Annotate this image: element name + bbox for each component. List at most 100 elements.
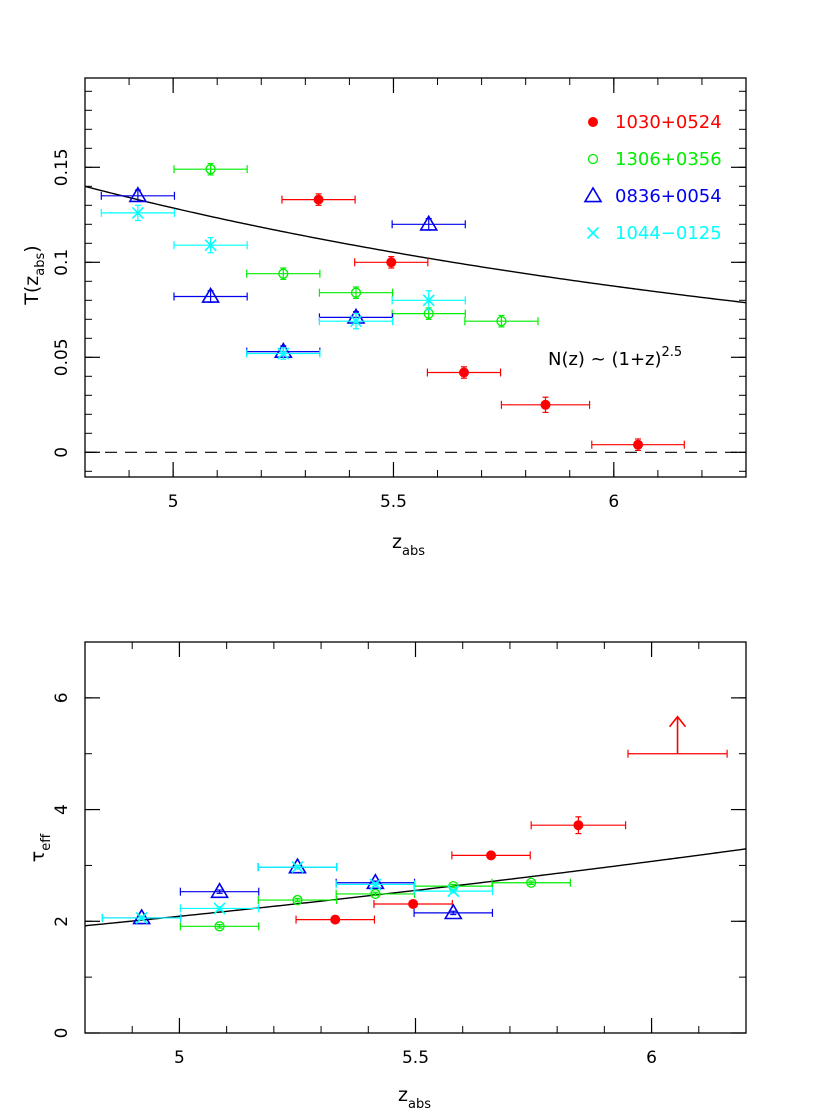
- marker-open-triangle: [419, 214, 439, 231]
- y-tick-label: 0.05: [52, 338, 72, 376]
- data-point: [354, 256, 429, 269]
- x-tick-label: 5: [174, 1048, 185, 1068]
- data-point: [391, 214, 466, 231]
- y-axis-label-sub: eff: [39, 833, 54, 851]
- data-point: [179, 921, 260, 932]
- series-1306-0356: [173, 162, 539, 328]
- marker-cross-stroke: [204, 239, 217, 252]
- plot-frame: [84, 641, 747, 1034]
- model-curve-label-main: N(z) ~ (1+z): [548, 349, 662, 370]
- y-tick-label: 0.15: [52, 148, 72, 186]
- marker-open-circle: [496, 316, 507, 327]
- data-point: [173, 237, 248, 254]
- data-point: [246, 347, 321, 360]
- marker-cross-stroke: [369, 878, 382, 891]
- legend-label: 1044−0125: [615, 223, 722, 244]
- x-axis-label-sub: abs: [402, 544, 425, 559]
- series-1030-0524: [295, 816, 627, 925]
- x-axis-label-main: z: [398, 1084, 408, 1106]
- marker-cross-stroke: [422, 294, 435, 307]
- marker-cross-stroke: [447, 885, 460, 898]
- y-axis-label: τeff: [27, 833, 54, 862]
- data-point: [530, 816, 627, 835]
- y-axis-label-tail: ): [21, 245, 43, 252]
- marker-cross-stroke: [291, 861, 304, 874]
- marker-cross: [369, 878, 382, 891]
- data-point: [335, 888, 416, 900]
- data-point: [413, 903, 494, 920]
- data-point: [295, 914, 376, 925]
- y-tick-label: 4: [52, 804, 72, 815]
- marker-open-triangle: [288, 857, 307, 874]
- lower-limit-arrow-head: [668, 715, 687, 728]
- marker-open-triangle: [128, 186, 148, 203]
- marker-cross: [422, 294, 435, 307]
- legend-marker-cross: [586, 226, 600, 240]
- legend-label: 0836+0054: [615, 186, 722, 207]
- legend-marker-open-circle: [587, 153, 599, 165]
- marker-open-circle: [278, 268, 289, 279]
- marker-cross-stroke: [131, 206, 144, 219]
- data-point: [413, 885, 494, 898]
- data-point: [464, 314, 539, 328]
- legend-item-0836-0054: 0836+0054: [583, 186, 722, 207]
- marker-cross: [291, 861, 304, 874]
- x-tick-label: 6: [646, 1048, 657, 1068]
- data-point: [373, 898, 453, 909]
- marker-cross-stroke: [135, 911, 148, 924]
- marker-open-triangle: [210, 882, 229, 899]
- data-point: [500, 396, 591, 413]
- x-tick-label: 5.5: [380, 492, 407, 512]
- data-point: [335, 878, 416, 891]
- marker-filled-circle: [486, 850, 497, 861]
- legend-label: 1030+0524: [615, 112, 722, 133]
- series-1044-0125: [100, 204, 466, 360]
- data-point: [173, 162, 248, 176]
- marker-filled-circle: [458, 367, 469, 378]
- y-tick-label: 0.1: [52, 249, 72, 276]
- data-point: [391, 290, 466, 311]
- marker-filled-circle: [540, 399, 551, 410]
- marker-open-circle: [214, 921, 225, 932]
- y-axis-label: T(zabs): [21, 245, 48, 305]
- series-1044-0125: [101, 861, 494, 924]
- legend: 1030+0524 1306+0356 0836+0054 1044−0125: [583, 112, 722, 244]
- y-tick-label: 2: [52, 916, 72, 927]
- marker-cross: [447, 885, 460, 898]
- data-point: [101, 911, 182, 924]
- model-curve: [85, 848, 746, 927]
- marker-open-triangle: [132, 908, 152, 925]
- data-point: [246, 267, 321, 280]
- legend-item-1044-0125: 1044−0125: [586, 223, 722, 244]
- plot-frame: [84, 77, 747, 478]
- marker-cross-stroke: [213, 902, 226, 915]
- marker-open-circle: [205, 164, 216, 175]
- data-point: [281, 193, 356, 206]
- x-tick-label: 5.5: [402, 1048, 429, 1068]
- y-tick-label: 0: [52, 1028, 72, 1039]
- marker-open-circle: [526, 877, 537, 888]
- legend-marker-open-triangle: [583, 186, 603, 203]
- data-point: [318, 286, 394, 299]
- legend-marker-filled-circle: [588, 117, 598, 127]
- marker-filled-circle: [386, 257, 397, 268]
- legend-marker-cross-stroke: [586, 226, 600, 240]
- model-curve-label: N(z) ~ (1+z)2.5: [548, 345, 682, 370]
- y-axis-label-main: τ: [27, 851, 49, 862]
- data-point: [100, 186, 176, 203]
- y-axis-label-sub: abs: [33, 252, 48, 275]
- y-tick-label: 6: [52, 692, 72, 703]
- data-point: [451, 850, 531, 861]
- data-point: [173, 286, 248, 303]
- marker-open-triangle: [443, 903, 463, 920]
- x-axis-label-main: z: [392, 531, 402, 553]
- marker-cross: [277, 347, 290, 360]
- marker-open-circle: [370, 888, 381, 900]
- marker-cross: [131, 206, 144, 219]
- plot-area: [85, 162, 746, 453]
- x-tick-label: 6: [608, 492, 619, 512]
- marker-cross: [213, 902, 226, 915]
- data-point: [426, 366, 502, 379]
- model-curve: [85, 185, 746, 304]
- marker-filled-circle: [573, 820, 584, 831]
